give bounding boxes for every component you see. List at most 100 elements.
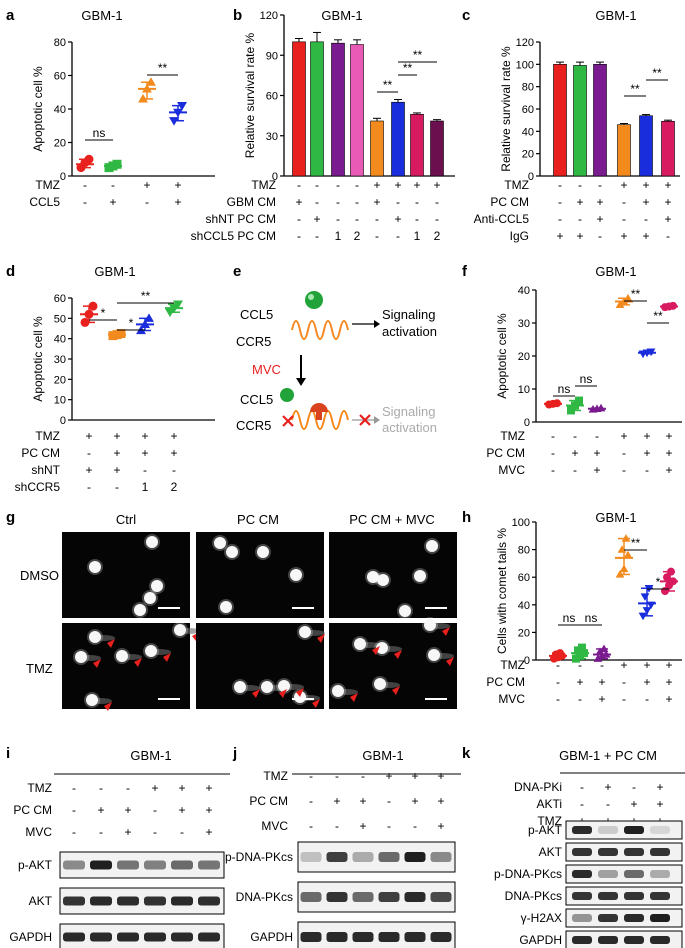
- b-condition-sign: -: [355, 178, 359, 192]
- c-condition-sign: -: [578, 212, 582, 226]
- a-significance-label: **: [158, 61, 168, 75]
- i-band: [144, 897, 166, 906]
- h-significance-label: ns: [563, 611, 576, 625]
- b-condition-sign: -: [396, 195, 400, 209]
- h-significance-label: **: [631, 536, 641, 550]
- j-band: [301, 932, 322, 942]
- d-condition-sign: 1: [142, 480, 149, 494]
- b-bar: [431, 121, 444, 176]
- c-y-tick-label: 40: [522, 126, 534, 138]
- comet-image-panel: [62, 623, 190, 709]
- b-bar: [293, 42, 306, 176]
- h-y-tick-label: 100: [512, 517, 530, 529]
- f-condition-sign: -: [551, 429, 555, 443]
- d-y-tick-label: 50: [54, 313, 66, 325]
- b-condition-sign: 1: [414, 229, 421, 243]
- d-significance-label: *: [129, 316, 134, 330]
- i-condition-sign: -: [99, 825, 103, 839]
- panel-e-diagram: e CCL5 CCR5 Signaling activation MVC CCL…: [233, 263, 437, 435]
- b-condition-sign: -: [375, 212, 379, 226]
- i-condition-sign: +: [178, 781, 185, 795]
- b-condition-sign: -: [336, 178, 340, 192]
- d-condition-sign: 2: [171, 480, 178, 494]
- j-condition-sign: -: [309, 819, 313, 833]
- panel-a: a GBM-1 0 20 40 60 80 Apoptotic cell % ns ** TMZ…: [6, 7, 215, 209]
- a-y-tick-label: 0: [60, 171, 66, 183]
- nucleus-glow: [297, 624, 313, 640]
- c-condition-sign: -: [598, 229, 602, 243]
- b-significance-label: **: [383, 78, 393, 92]
- panel-f: f GBM-1 010203040Apoptotic cell % nsns***…: [462, 263, 682, 477]
- nucleus-glow: [172, 622, 188, 638]
- a-condition-sign: +: [109, 195, 116, 209]
- f-y-tick-label: 0: [524, 417, 530, 429]
- panel-letter-d: d: [6, 263, 15, 280]
- d-significance-label: **: [141, 289, 151, 303]
- k-condition-label: AKTi: [536, 797, 562, 811]
- f-condition-sign: -: [551, 446, 555, 460]
- column-label-pc-cm-mvc: PC CM + MVC: [349, 512, 435, 527]
- j-condition-sign: +: [385, 769, 392, 783]
- k-band: [650, 914, 670, 922]
- comet-image-panel: [62, 532, 190, 618]
- a-y-tick-label: 60: [54, 71, 66, 83]
- a-condition-sign: +: [143, 178, 150, 192]
- c-condition-label: IgG: [510, 229, 529, 243]
- k-condition-sign: +: [656, 797, 663, 811]
- k-blot-label: DNA-PKcs: [505, 889, 562, 903]
- c-condition-sign: +: [664, 195, 671, 209]
- b-condition-sign: +: [373, 195, 380, 209]
- h-condition-sign: -: [622, 692, 626, 706]
- i-condition-sign: +: [124, 825, 131, 839]
- nucleus-glow: [330, 683, 346, 699]
- i-condition-sign: +: [205, 781, 212, 795]
- f-condition-sign: -: [645, 463, 649, 477]
- nucleus-glow: [224, 544, 240, 560]
- i-band: [171, 861, 193, 870]
- d-y-tick-label: 40: [54, 334, 66, 346]
- b-condition-sign: +: [433, 178, 440, 192]
- f-y-tick-label: 40: [518, 285, 530, 297]
- j-band: [353, 892, 374, 902]
- b-condition-sign: +: [394, 178, 401, 192]
- i-band: [198, 933, 220, 942]
- j-band: [379, 892, 400, 902]
- j-band: [301, 892, 322, 902]
- k-band: [572, 870, 592, 878]
- c-condition-sign: -: [558, 195, 562, 209]
- b-condition-label: TMZ: [251, 178, 276, 192]
- f-condition-label: MVC: [498, 463, 525, 477]
- d-condition-sign: -: [87, 480, 91, 494]
- i-band: [90, 897, 112, 906]
- a-y-axis-label: Apoptotic cell %: [31, 66, 45, 152]
- f-significance-label: **: [653, 309, 663, 323]
- c-condition-sign: -: [622, 212, 626, 226]
- d-y-tick-label: 0: [60, 415, 66, 427]
- i-band: [171, 933, 193, 942]
- j-condition-label: PC CM: [249, 794, 288, 808]
- f-condition-sign: +: [571, 446, 578, 460]
- j-blot-label: p-DNA-PKcs: [225, 850, 293, 864]
- d-condition-sign: -: [115, 480, 119, 494]
- ccl5-ligand-top: [305, 291, 323, 309]
- k-band: [572, 826, 592, 834]
- f-y-axis-label: Apoptotic cell %: [495, 313, 509, 399]
- panel-g-comet-assay: g Ctrl PC CM PC CM + MVC DMSO TMZ: [6, 509, 457, 711]
- c-bar: [662, 121, 675, 176]
- b-condition-label: shNT PC CM: [206, 212, 276, 226]
- d-condition-label: shNT: [31, 463, 60, 477]
- j-condition-sign: +: [359, 794, 366, 808]
- c-condition-label: TMZ: [504, 178, 529, 192]
- nucleus-glow: [412, 568, 428, 584]
- k-condition-sign: +: [604, 780, 611, 794]
- panel-letter-g: g: [6, 509, 15, 526]
- h-condition-sign: -: [600, 658, 604, 672]
- b-condition-sign: +: [394, 212, 401, 226]
- f-condition-sign: +: [665, 429, 672, 443]
- b-condition-sign: -: [415, 212, 419, 226]
- i-condition-label: PC CM: [13, 803, 52, 817]
- b-condition-sign: -: [315, 229, 319, 243]
- f-condition-sign: -: [622, 463, 626, 477]
- i-band: [198, 861, 220, 870]
